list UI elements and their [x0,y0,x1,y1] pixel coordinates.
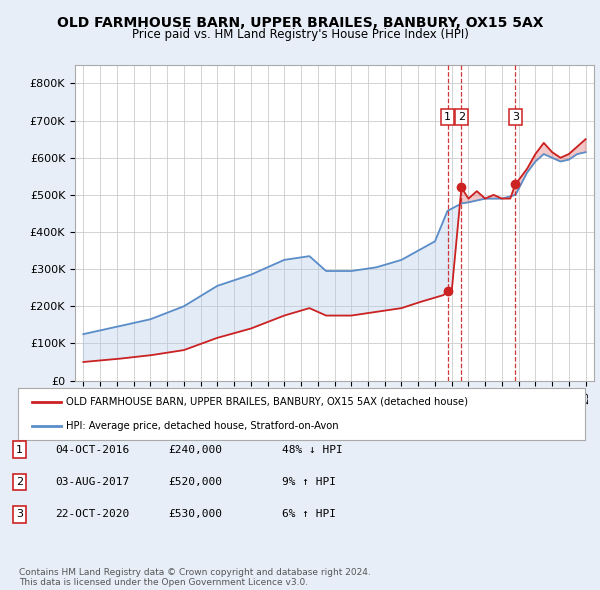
Text: 6% ↑ HPI: 6% ↑ HPI [282,510,336,519]
Text: 2: 2 [458,112,465,122]
Text: 3: 3 [16,510,23,519]
Text: Price paid vs. HM Land Registry's House Price Index (HPI): Price paid vs. HM Land Registry's House … [131,28,469,41]
Text: £240,000: £240,000 [168,445,222,454]
Text: £530,000: £530,000 [168,510,222,519]
Text: 2: 2 [16,477,23,487]
Text: 9% ↑ HPI: 9% ↑ HPI [282,477,336,487]
Text: Contains HM Land Registry data © Crown copyright and database right 2024.
This d: Contains HM Land Registry data © Crown c… [19,568,371,587]
Text: 1: 1 [444,112,451,122]
Text: 03-AUG-2017: 03-AUG-2017 [55,477,130,487]
Text: 22-OCT-2020: 22-OCT-2020 [55,510,130,519]
Text: £520,000: £520,000 [168,477,222,487]
Text: OLD FARMHOUSE BARN, UPPER BRAILES, BANBURY, OX15 5AX: OLD FARMHOUSE BARN, UPPER BRAILES, BANBU… [57,16,543,30]
Text: 1: 1 [16,445,23,454]
Text: 04-OCT-2016: 04-OCT-2016 [55,445,130,454]
Text: 48% ↓ HPI: 48% ↓ HPI [282,445,343,454]
Text: HPI: Average price, detached house, Stratford-on-Avon: HPI: Average price, detached house, Stra… [66,421,339,431]
Text: 3: 3 [512,112,519,122]
Text: OLD FARMHOUSE BARN, UPPER BRAILES, BANBURY, OX15 5AX (detached house): OLD FARMHOUSE BARN, UPPER BRAILES, BANBU… [66,396,468,407]
